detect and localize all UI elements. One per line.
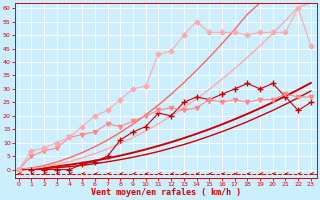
X-axis label: Vent moyen/en rafales ( km/h ): Vent moyen/en rafales ( km/h ) [91, 188, 241, 197]
